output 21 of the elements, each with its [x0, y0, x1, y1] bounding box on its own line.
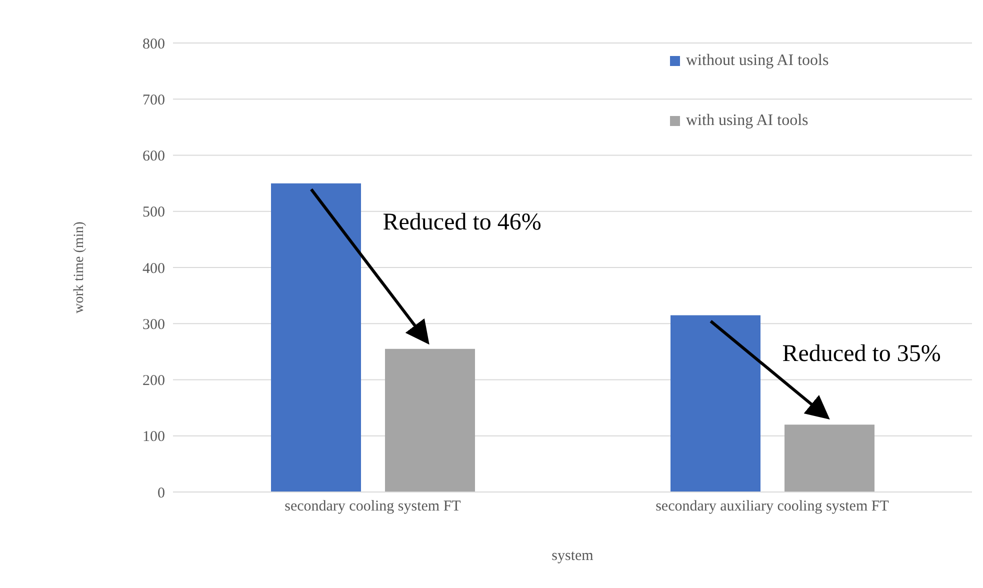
bar — [385, 348, 475, 492]
y-tick-label: 200 — [142, 373, 165, 390]
bar — [670, 315, 760, 492]
y-tick-label: 500 — [142, 204, 165, 221]
y-tick-label: 700 — [142, 92, 165, 108]
y-tick-label: 300 — [142, 316, 165, 333]
x-axis-title: system — [552, 548, 594, 564]
legend-label: with using AI tools — [686, 112, 808, 130]
y-axis-title: work time (min) — [72, 221, 87, 314]
y-tick-label: 0 — [158, 485, 165, 502]
y-tick-label: 100 — [142, 429, 165, 446]
x-tick-label: secondary cooling system FT — [284, 498, 461, 515]
bar — [784, 424, 874, 492]
bar — [271, 183, 361, 492]
y-tick-label: 600 — [142, 148, 165, 165]
annotation: Reduced to 35% — [782, 341, 941, 368]
y-tick-label: 400 — [142, 260, 165, 277]
legend-label: without using AI tools — [686, 52, 829, 70]
x-tick-label: secondary auxiliary cooling system FT — [656, 498, 889, 515]
annotation: Reduced to 46% — [382, 209, 542, 236]
y-tick-label: 800 — [142, 36, 165, 52]
